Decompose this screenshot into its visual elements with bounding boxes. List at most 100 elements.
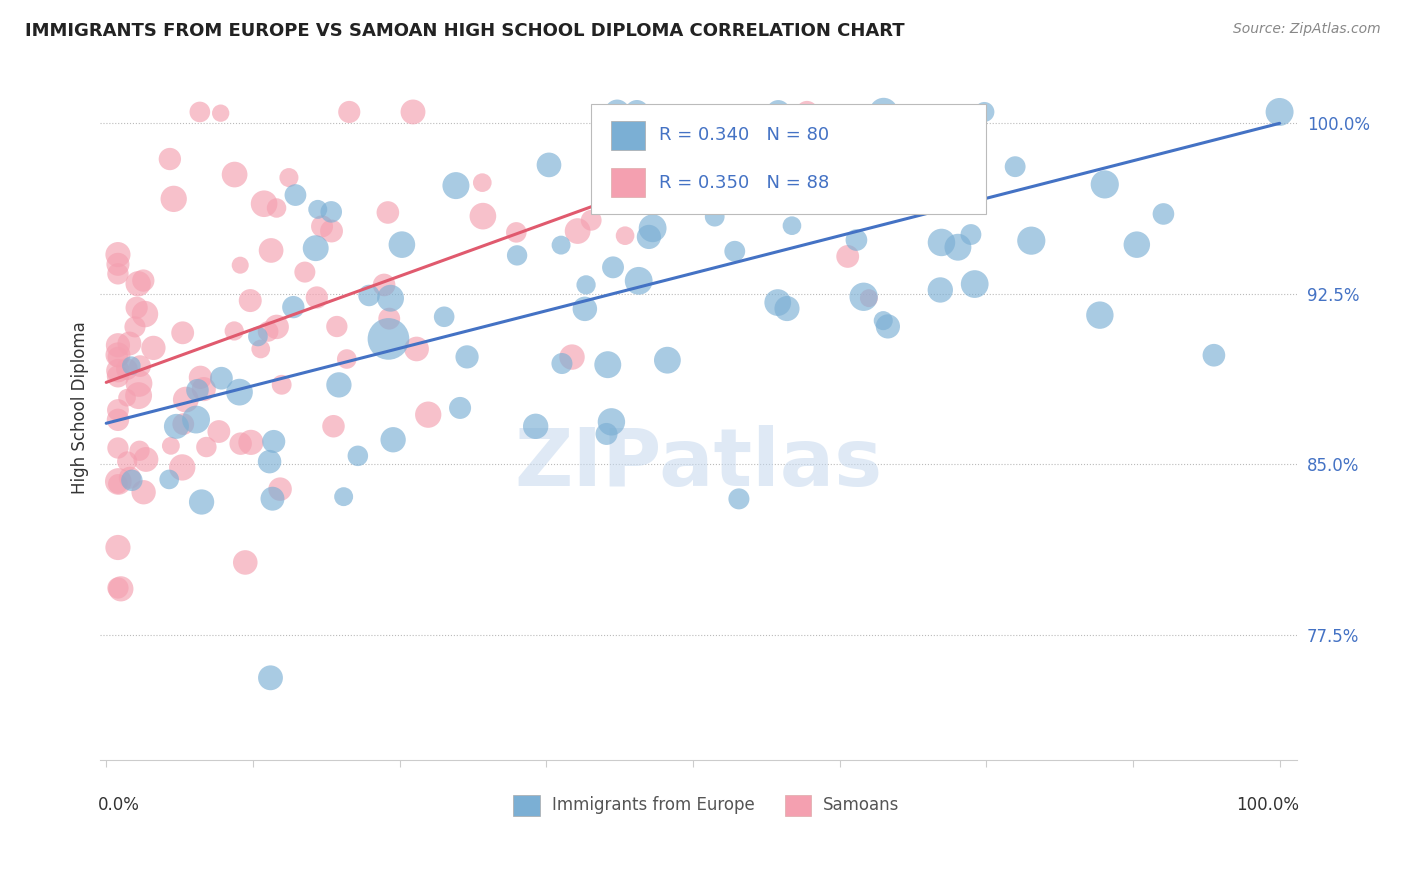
Text: ZIPatlas: ZIPatlas <box>515 425 883 503</box>
Point <box>733 133 755 147</box>
Point <box>305 241 328 255</box>
Point <box>174 392 197 407</box>
Point <box>657 353 679 368</box>
Point <box>596 358 619 372</box>
Point <box>837 249 859 263</box>
Point <box>378 311 401 326</box>
Point <box>595 426 617 441</box>
Point <box>118 336 141 351</box>
Point <box>107 541 129 555</box>
Point <box>326 319 349 334</box>
Point <box>128 389 150 403</box>
Point <box>135 452 157 467</box>
Point <box>391 237 413 252</box>
Text: Immigrants from Europe: Immigrants from Europe <box>551 797 754 814</box>
Point <box>159 152 181 166</box>
Point <box>239 435 262 450</box>
Point <box>115 391 138 405</box>
Point <box>120 359 142 373</box>
Point <box>165 419 187 434</box>
Point <box>239 293 262 308</box>
Y-axis label: High School Diploma: High School Diploma <box>72 321 89 494</box>
Point <box>121 473 143 487</box>
Point <box>929 283 952 297</box>
Point <box>347 449 370 463</box>
Point <box>471 209 494 223</box>
Point <box>307 202 329 217</box>
Point <box>449 401 471 415</box>
Point <box>107 369 129 384</box>
Point <box>845 233 868 247</box>
Point <box>107 477 129 491</box>
Point <box>724 244 747 259</box>
Point <box>253 196 276 211</box>
Point <box>402 105 425 120</box>
Point <box>107 413 129 427</box>
Point <box>852 290 875 304</box>
Point <box>172 460 194 475</box>
Point <box>107 581 129 595</box>
Point <box>322 419 344 434</box>
Point <box>115 362 138 376</box>
FancyBboxPatch shape <box>785 795 811 816</box>
Point <box>125 301 148 315</box>
Point <box>1152 207 1174 221</box>
Text: 0.0%: 0.0% <box>98 797 139 814</box>
Point <box>377 205 399 219</box>
Point <box>357 288 380 302</box>
Point <box>382 433 405 447</box>
Point <box>579 213 602 227</box>
Point <box>456 350 478 364</box>
Point <box>193 382 215 396</box>
Point <box>524 419 547 434</box>
Point <box>614 228 637 243</box>
Point <box>110 582 132 596</box>
Point <box>107 257 129 271</box>
Point <box>567 224 589 238</box>
Point <box>115 454 138 468</box>
Point <box>107 441 129 455</box>
Point <box>305 290 328 304</box>
Point <box>224 168 246 182</box>
Point <box>277 170 299 185</box>
Point <box>283 300 305 314</box>
Point <box>224 324 246 338</box>
Text: IMMIGRANTS FROM EUROPE VS SAMOAN HIGH SCHOOL DIPLOMA CORRELATION CHART: IMMIGRANTS FROM EUROPE VS SAMOAN HIGH SC… <box>25 22 905 40</box>
Point <box>418 408 440 422</box>
Text: Source: ZipAtlas.com: Source: ZipAtlas.com <box>1233 22 1381 37</box>
Point <box>506 248 529 262</box>
Point <box>641 221 664 235</box>
Point <box>190 495 212 509</box>
Point <box>377 332 399 346</box>
Point <box>107 475 129 489</box>
Point <box>776 301 799 316</box>
Point <box>606 105 628 120</box>
Point <box>129 359 152 373</box>
Text: R = 0.340   N = 80: R = 0.340 N = 80 <box>659 127 830 145</box>
Point <box>924 175 946 189</box>
Point <box>263 434 285 449</box>
Point <box>107 348 129 362</box>
Point <box>321 205 343 219</box>
Point <box>142 341 165 355</box>
Point <box>877 319 900 334</box>
Point <box>128 443 150 458</box>
Point <box>574 301 596 316</box>
Point <box>184 412 207 426</box>
Point <box>963 277 986 291</box>
Point <box>405 342 427 356</box>
Point <box>959 148 981 162</box>
Point <box>433 310 456 324</box>
Point <box>107 403 129 417</box>
Point <box>257 325 280 339</box>
Point <box>796 105 818 120</box>
Point <box>321 224 343 238</box>
Point <box>118 471 141 485</box>
Point <box>262 491 284 506</box>
Point <box>638 230 661 244</box>
Point <box>188 105 211 120</box>
Point <box>127 277 149 291</box>
FancyBboxPatch shape <box>612 168 645 197</box>
Point <box>132 274 155 288</box>
Point <box>626 105 648 120</box>
